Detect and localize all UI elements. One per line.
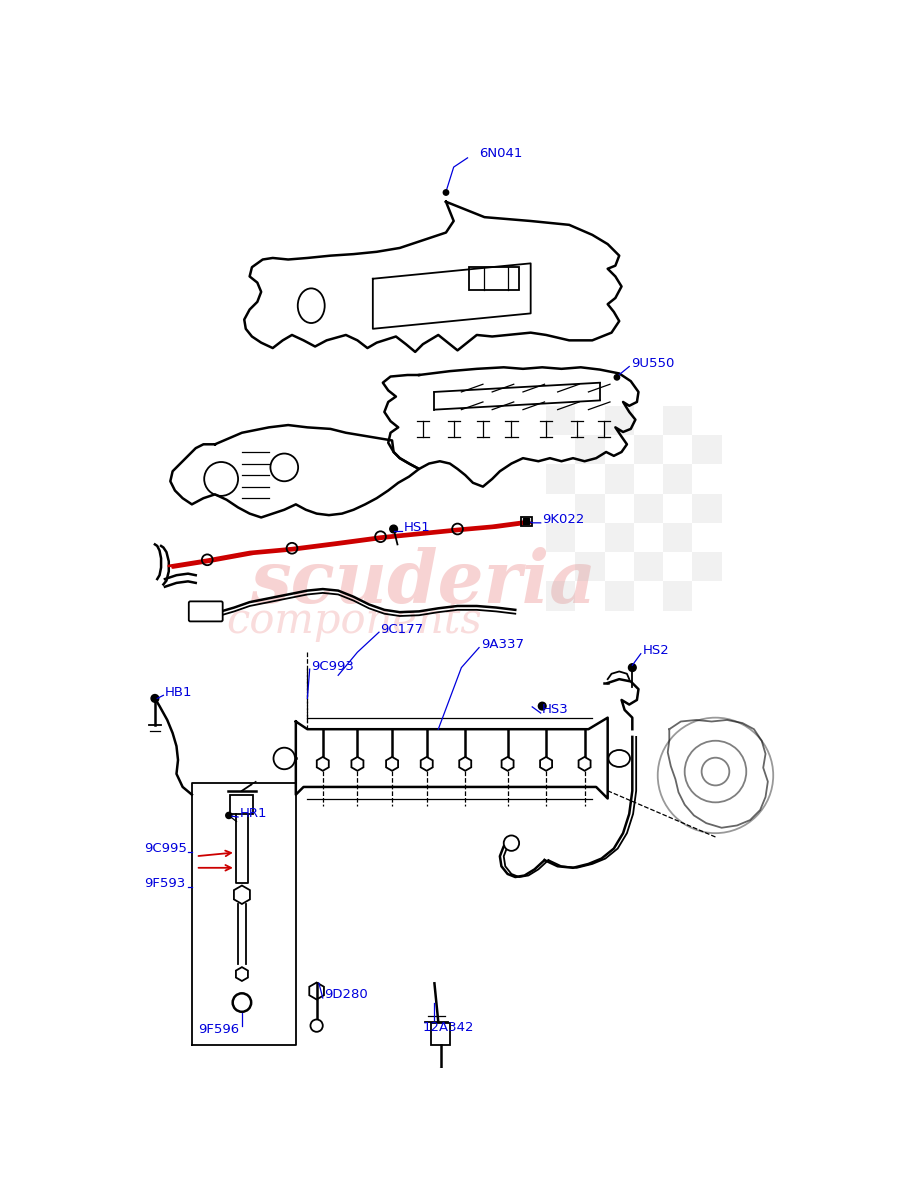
Circle shape bbox=[435, 1069, 446, 1080]
Text: 9U550: 9U550 bbox=[631, 356, 674, 370]
Bar bbox=[634, 436, 663, 464]
Bar bbox=[634, 493, 663, 523]
Text: 9D280: 9D280 bbox=[324, 989, 369, 1001]
Bar bbox=[546, 523, 576, 552]
Text: HR1: HR1 bbox=[240, 808, 267, 821]
Ellipse shape bbox=[608, 750, 630, 767]
Circle shape bbox=[443, 190, 449, 196]
Bar bbox=[576, 436, 605, 464]
Bar bbox=[605, 464, 634, 493]
Circle shape bbox=[226, 812, 232, 818]
Text: 9C995: 9C995 bbox=[144, 842, 187, 856]
Bar bbox=[546, 464, 576, 493]
Circle shape bbox=[274, 748, 295, 769]
Bar bbox=[663, 464, 692, 493]
Bar bbox=[469, 268, 519, 290]
Bar bbox=[522, 517, 532, 526]
Circle shape bbox=[151, 695, 159, 702]
Circle shape bbox=[629, 664, 636, 672]
Bar bbox=[634, 552, 663, 581]
Text: 9F596: 9F596 bbox=[198, 1022, 239, 1036]
Bar bbox=[605, 523, 634, 552]
Bar bbox=[692, 552, 722, 581]
Bar bbox=[692, 436, 722, 464]
Circle shape bbox=[390, 526, 397, 533]
Text: HB1: HB1 bbox=[165, 685, 193, 698]
Text: 9K022: 9K022 bbox=[542, 514, 585, 527]
Circle shape bbox=[504, 835, 519, 851]
Text: 9F593: 9F593 bbox=[144, 877, 186, 889]
Text: 9C993: 9C993 bbox=[311, 660, 354, 672]
FancyBboxPatch shape bbox=[189, 601, 223, 622]
Text: HS1: HS1 bbox=[404, 521, 431, 534]
Bar bbox=[663, 406, 692, 436]
Bar bbox=[431, 1024, 450, 1045]
Text: 9C177: 9C177 bbox=[380, 623, 423, 636]
Bar bbox=[523, 518, 529, 524]
Bar bbox=[546, 406, 576, 436]
Bar bbox=[605, 581, 634, 611]
Text: HS3: HS3 bbox=[542, 703, 569, 716]
Bar bbox=[663, 523, 692, 552]
Text: 6N041: 6N041 bbox=[479, 146, 523, 160]
Bar bbox=[576, 552, 605, 581]
Bar bbox=[546, 581, 576, 611]
Bar bbox=[576, 493, 605, 523]
Circle shape bbox=[311, 1020, 323, 1032]
Text: scuderia: scuderia bbox=[250, 547, 596, 618]
Bar bbox=[605, 406, 634, 436]
Bar bbox=[663, 581, 692, 611]
Text: 9A337: 9A337 bbox=[480, 638, 523, 650]
Circle shape bbox=[539, 702, 546, 710]
Text: HS2: HS2 bbox=[642, 644, 669, 658]
Circle shape bbox=[614, 374, 620, 380]
Bar bbox=[231, 794, 253, 814]
Text: components: components bbox=[226, 600, 482, 642]
Bar bbox=[692, 493, 722, 523]
Text: 12A342: 12A342 bbox=[423, 1021, 475, 1034]
